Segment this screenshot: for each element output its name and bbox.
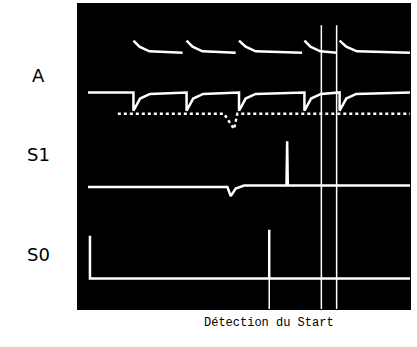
svg-text:S0: S0 bbox=[27, 244, 50, 265]
svg-text:A: A bbox=[32, 65, 45, 86]
svg-text:S1: S1 bbox=[27, 144, 50, 165]
svg-text:Détection du Start: Détection du Start bbox=[204, 316, 334, 330]
